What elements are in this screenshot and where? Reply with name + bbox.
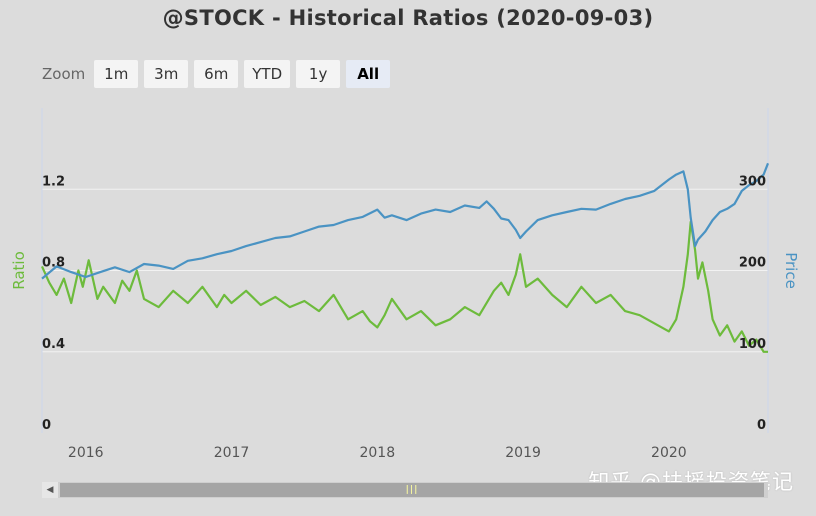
x-tick-label: 2017 bbox=[214, 445, 250, 461]
x-tick-label: 2016 bbox=[68, 445, 104, 461]
zoom-3m-button[interactable]: 3m bbox=[144, 60, 189, 88]
x-tick-label: 2020 bbox=[651, 445, 687, 461]
scroll-thumb[interactable]: ||| bbox=[60, 483, 764, 497]
y-right-tick-label: 300 bbox=[739, 174, 766, 189]
x-tick-label: 2019 bbox=[505, 445, 541, 461]
navigator-scrollbar[interactable]: ◀ ||| bbox=[42, 482, 768, 498]
y-left-axis-title: Ratio bbox=[10, 251, 28, 290]
grid-lines bbox=[42, 108, 768, 433]
series-lines bbox=[40, 162, 770, 353]
grip-icon: ||| bbox=[405, 485, 419, 495]
zoom-all-button[interactable]: All bbox=[346, 60, 391, 88]
y-right-tick-label: 0 bbox=[757, 418, 766, 433]
y-right-tick-label: 200 bbox=[739, 256, 766, 271]
axis-labels: 0 0.4 0.8 1.2 0 100 200 300 2016 2017 2018 2019 2020… bbox=[10, 174, 800, 461]
zoom-1m-button[interactable]: 1m bbox=[94, 60, 139, 88]
y-left-tick-label: 1.2 bbox=[42, 174, 65, 189]
zoom-label: Zoom bbox=[42, 65, 86, 83]
series-line-price[interactable] bbox=[41, 162, 770, 280]
chart-title: @STOCK - Historical Ratios (2020-09-03) bbox=[162, 6, 654, 30]
y-left-tick-label: 0.8 bbox=[42, 256, 65, 271]
y-left-tick-label: 0 bbox=[42, 418, 51, 433]
y-right-axis-title: Price bbox=[782, 252, 800, 289]
scroll-left-icon[interactable]: ◀ bbox=[42, 482, 58, 498]
zoom-bar: Zoom 1m 3m 6m YTD 1y All bbox=[42, 59, 396, 89]
y-left-tick-label: 0.4 bbox=[42, 337, 65, 352]
y-right-tick-label: 100 bbox=[739, 337, 766, 352]
zoom-1y-button[interactable]: 1y bbox=[296, 60, 341, 88]
zoom-ytd-button[interactable]: YTD bbox=[244, 60, 291, 88]
axes bbox=[41, 108, 769, 433]
zoom-6m-button[interactable]: 6m bbox=[194, 60, 239, 88]
x-tick-label: 2018 bbox=[359, 445, 395, 461]
